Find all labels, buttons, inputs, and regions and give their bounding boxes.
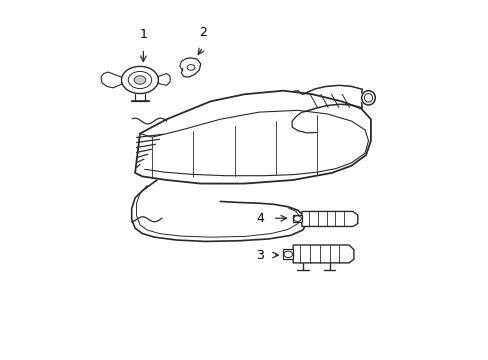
Circle shape: [134, 76, 145, 84]
Polygon shape: [301, 211, 357, 226]
Text: 1: 1: [139, 28, 147, 41]
Polygon shape: [292, 215, 301, 222]
Polygon shape: [283, 249, 292, 259]
Circle shape: [121, 66, 158, 94]
Polygon shape: [135, 91, 370, 184]
Polygon shape: [101, 72, 121, 88]
Ellipse shape: [361, 91, 374, 105]
Text: 4: 4: [256, 212, 264, 225]
Polygon shape: [292, 245, 353, 263]
Text: 3: 3: [256, 248, 264, 261]
Text: 2: 2: [199, 26, 207, 39]
Polygon shape: [158, 73, 170, 85]
